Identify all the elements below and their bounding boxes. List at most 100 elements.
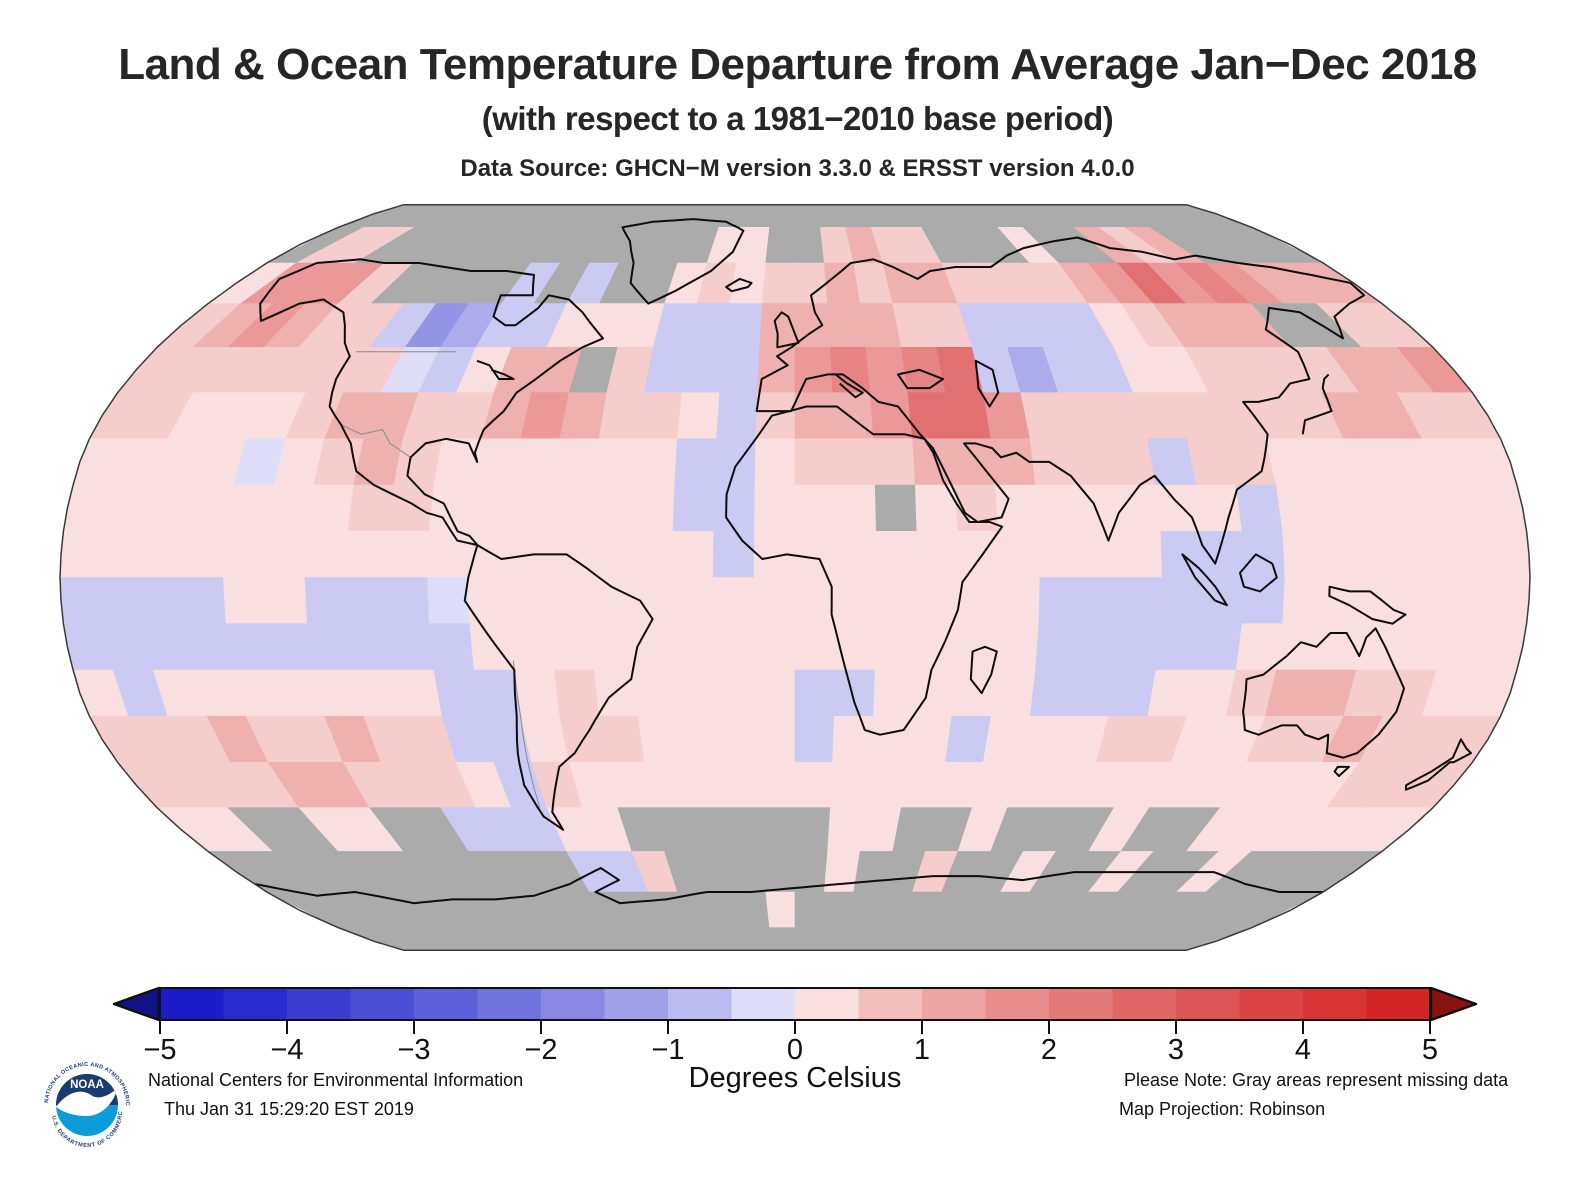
grid-cell [827, 303, 867, 348]
grid-cell [833, 669, 876, 717]
grid-cell [753, 577, 796, 625]
grid-cell [672, 530, 715, 578]
coastline-path [463, 544, 654, 831]
grid-cell [794, 392, 835, 440]
grid-cell [306, 484, 355, 532]
grid-cell [873, 669, 916, 717]
grid-cell [997, 577, 1041, 625]
grid-cell [1316, 484, 1365, 532]
grid-cell [634, 438, 678, 486]
grid-cell [345, 577, 389, 625]
grid-cell [832, 715, 874, 763]
grid-cell [907, 392, 953, 440]
anomaly-grid [59, 204, 1531, 951]
noaa-logo: NATIONAL OCEANIC AND ATMOSPHERIC ADMINIS… [40, 1058, 133, 1151]
grid-cell [794, 761, 833, 809]
grid-cell [835, 577, 878, 625]
colorbar-segment [350, 988, 415, 1020]
grid-cell [1075, 623, 1121, 671]
grid-cell [222, 530, 267, 578]
colorbar-segment [795, 988, 860, 1020]
grid-cell [914, 484, 958, 532]
grid-cell [672, 623, 716, 671]
grid-cell [769, 204, 796, 228]
grid-cell [263, 577, 308, 625]
grid-cell [637, 715, 683, 763]
colorbar-segment [160, 988, 225, 1020]
grid-cell [672, 577, 715, 625]
grid-cell [184, 484, 234, 532]
grid-cell [100, 577, 146, 625]
grid-cell [794, 227, 825, 264]
grid-cell [794, 669, 836, 717]
colorbar-right-arrow [1429, 986, 1478, 1022]
coastline-path [1333, 765, 1350, 777]
colorbar-segment [668, 988, 733, 1020]
grid-cell [759, 807, 796, 852]
grid-cell [769, 927, 796, 951]
grid-cell [875, 577, 918, 625]
grid-cell [865, 346, 909, 394]
grid-cell [225, 623, 274, 671]
coastline-path [1301, 373, 1333, 435]
grid-cell [729, 851, 767, 893]
grid-cell [754, 484, 796, 532]
grid-cell [550, 484, 595, 532]
grid-cell [719, 761, 760, 809]
coastline-path [897, 368, 944, 390]
grid-cell [631, 530, 674, 578]
grid-cell [428, 484, 475, 532]
colorbar-tick-label: −5 [143, 1034, 177, 1066]
colorbar-segment [477, 988, 542, 1020]
colorbar-tick-label: −1 [651, 1034, 685, 1066]
grid-cell [182, 530, 227, 578]
grid-cell [762, 262, 796, 304]
grid-cell [266, 623, 315, 671]
grid-cell [714, 669, 757, 717]
grid-cell [1029, 669, 1077, 717]
grid-cell [955, 623, 999, 671]
grid-cell [794, 623, 836, 671]
grid-cell [1323, 577, 1368, 625]
colorbar-segment [1303, 988, 1368, 1020]
grid-cell [834, 484, 877, 532]
noaa-gull-icon [56, 1088, 118, 1116]
grid-cell [754, 669, 796, 717]
grid-cell [757, 346, 796, 394]
grid-cell [874, 484, 918, 532]
grid-cell [1316, 623, 1365, 671]
grid-cell [916, 530, 959, 578]
grid-cell [1404, 530, 1449, 578]
colorbar-segment [922, 988, 987, 1020]
grid-cell [835, 530, 878, 578]
footer-timestamp: Thu Jan 31 15:29:20 EST 2019 [164, 1099, 414, 1119]
grid-cell [386, 530, 430, 578]
grid-cell [716, 715, 758, 763]
grid-cell [59, 577, 105, 625]
grid-cell [723, 303, 763, 348]
colorbar-segment [604, 988, 669, 1020]
colorbar-tick-label: 2 [1040, 1034, 1058, 1066]
colorbar-left-arrow [112, 986, 161, 1022]
map-outline [59, 203, 1531, 952]
grid-cell [995, 623, 1040, 671]
grid-cell [598, 715, 645, 763]
grid-cell [427, 530, 471, 578]
footer-org: National Centers for Environmental Infor… [148, 1070, 524, 1090]
grid-cell [1282, 530, 1327, 578]
colorbar-tick-label: 3 [1167, 1034, 1185, 1066]
grid-cell [794, 891, 825, 929]
grid-cell [674, 669, 717, 717]
grid-cell [637, 392, 683, 440]
grid-cell [874, 623, 918, 671]
colorbar-segment [731, 988, 796, 1020]
grid-cell [1444, 530, 1490, 578]
grid-cell [345, 530, 389, 578]
grid-cell [794, 807, 831, 852]
coastline-path [476, 359, 515, 380]
page-title: Land & Ocean Temperature Departure from … [118, 40, 1477, 89]
colorbar-segment [985, 988, 1050, 1020]
colorbar-segment [287, 988, 352, 1020]
grid-cell [719, 346, 760, 394]
